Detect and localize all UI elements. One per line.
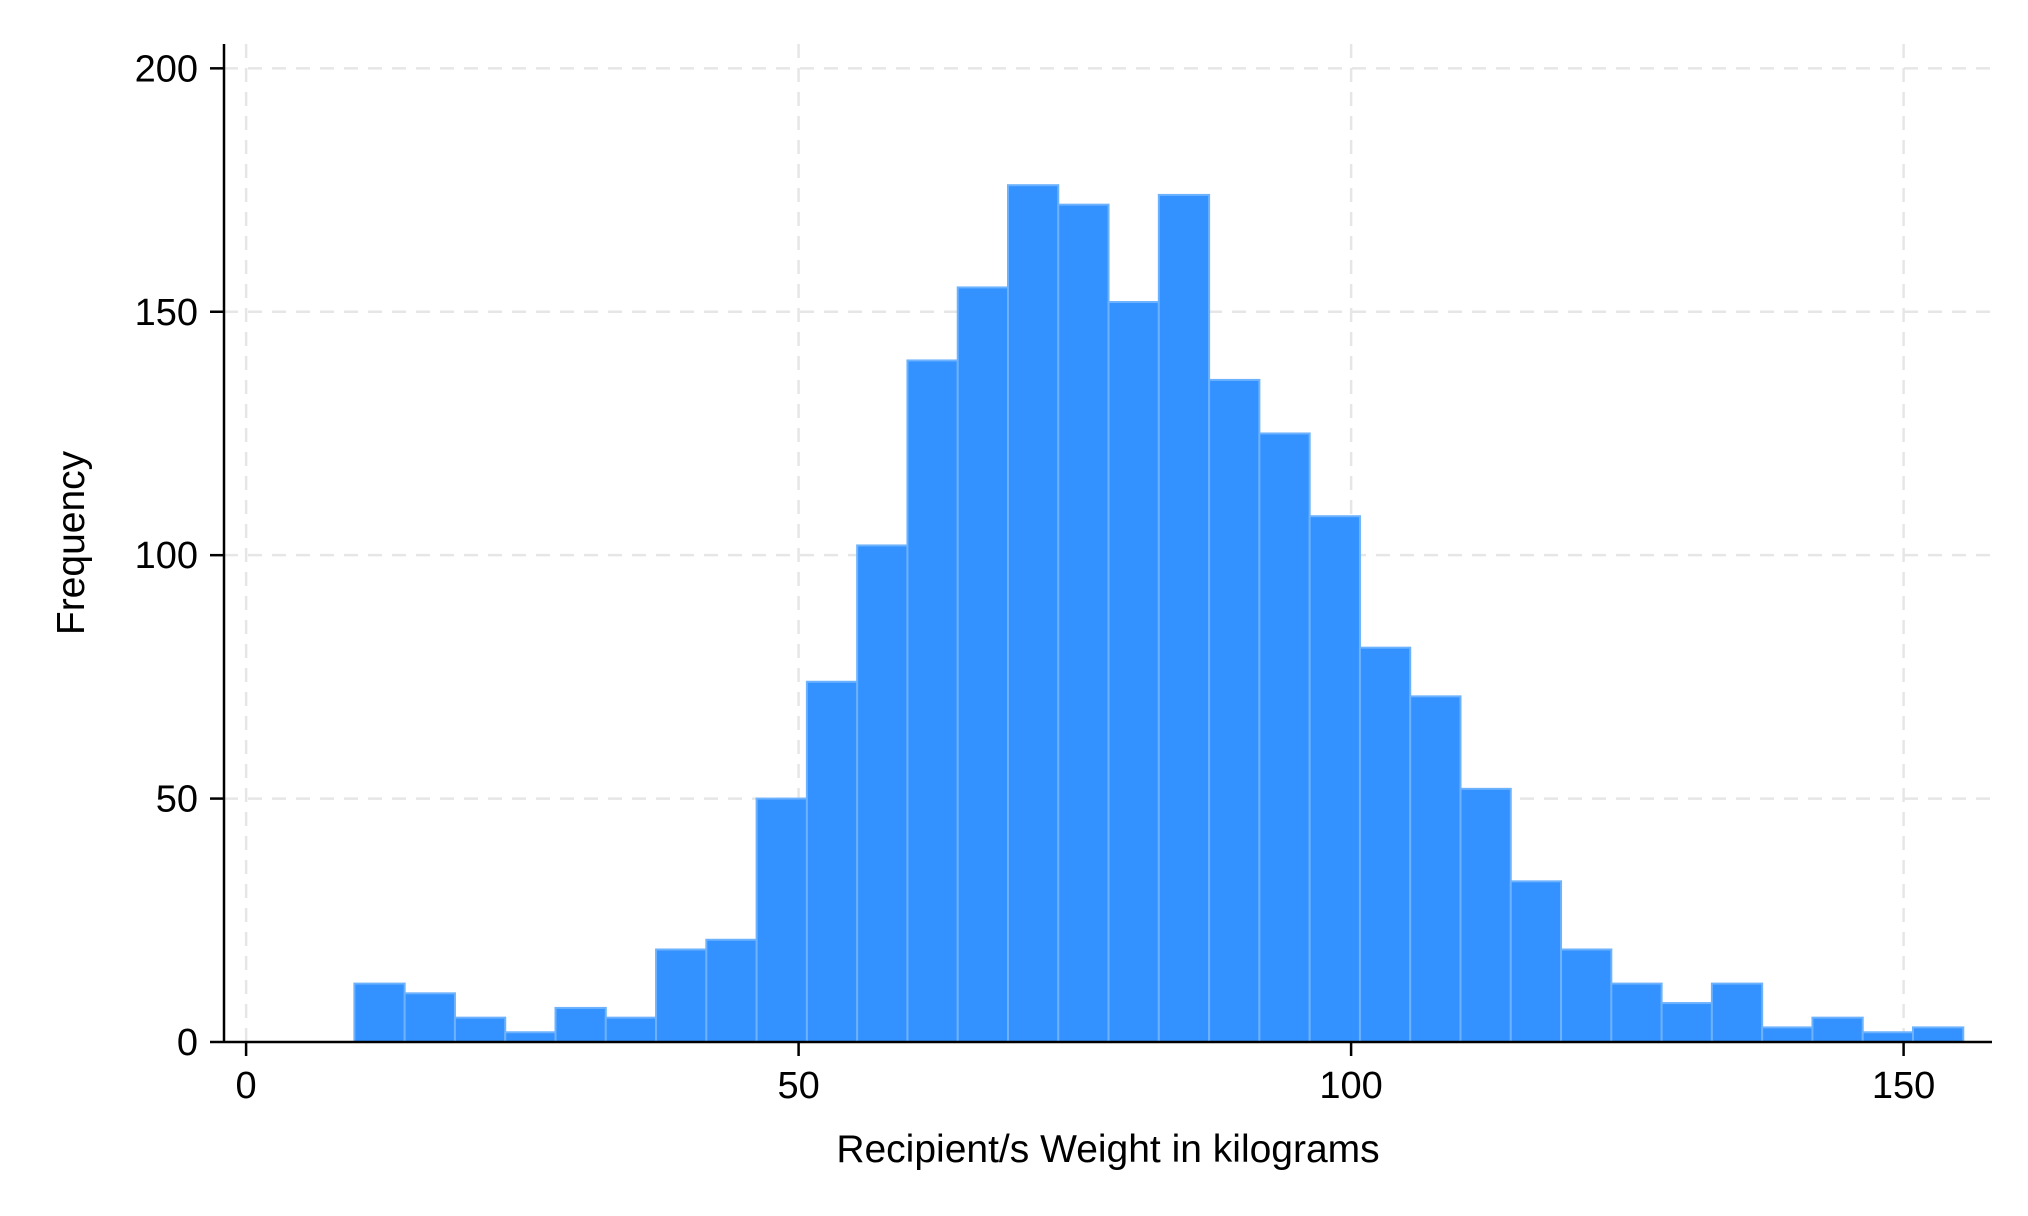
histogram-bar — [1258, 432, 1311, 1043]
x-axis-title: Recipient/s Weight in kilograms — [836, 1128, 1379, 1171]
histogram-bar — [655, 948, 708, 1043]
histogram-bar — [1811, 1016, 1864, 1043]
x-tick-label: 50 — [777, 1065, 819, 1107]
y-tick-label: 0 — [177, 1022, 198, 1064]
histogram-bar — [554, 1006, 607, 1043]
histogram-bar — [504, 1031, 557, 1044]
histogram-bar — [1610, 982, 1663, 1044]
histogram-bars — [353, 184, 1965, 1044]
histogram-bar — [403, 992, 456, 1044]
histogram-bar — [1107, 301, 1160, 1043]
gridlines — [224, 44, 1992, 1042]
histogram-bar — [1911, 1026, 1965, 1044]
axes — [222, 44, 1992, 1044]
histogram-bar — [1861, 1031, 1914, 1044]
histogram-bar — [1459, 787, 1512, 1043]
histogram-bar — [956, 286, 1009, 1044]
histogram-bar — [1358, 646, 1412, 1043]
x-tick-label: 100 — [1319, 1065, 1382, 1107]
histogram-bar — [1409, 695, 1462, 1043]
histogram-bar — [1208, 378, 1261, 1044]
histogram-bar — [1509, 880, 1563, 1043]
histogram-bar — [856, 544, 909, 1043]
y-tick-label: 200 — [135, 48, 198, 90]
histogram-bar — [1006, 184, 1060, 1043]
axis-ticks: 0 50 100 150 200 0 50 100 150 — [135, 48, 1936, 1107]
histogram-bar — [1157, 193, 1211, 1044]
histogram-bar — [906, 359, 959, 1043]
histogram-bar — [1057, 203, 1110, 1043]
y-tick-label: 50 — [156, 779, 198, 821]
histogram-bar — [1660, 1002, 1713, 1043]
x-tick-label: 150 — [1872, 1065, 1935, 1107]
histogram-bar — [1710, 982, 1764, 1044]
y-tick-label: 100 — [135, 535, 198, 577]
y-tick-label: 150 — [135, 292, 198, 334]
histogram-bar — [1560, 948, 1613, 1043]
histogram-bar — [805, 680, 859, 1043]
histogram-bar — [705, 938, 758, 1044]
y-axis-title: Frequency — [50, 450, 93, 635]
histogram-bar — [353, 982, 406, 1044]
histogram-bar — [453, 1016, 507, 1043]
histogram-bar — [755, 797, 808, 1044]
histogram-bar — [1761, 1026, 1814, 1044]
x-tick-label: 0 — [236, 1065, 257, 1107]
histogram-bar — [1308, 515, 1361, 1043]
histogram-bar — [604, 1016, 658, 1043]
